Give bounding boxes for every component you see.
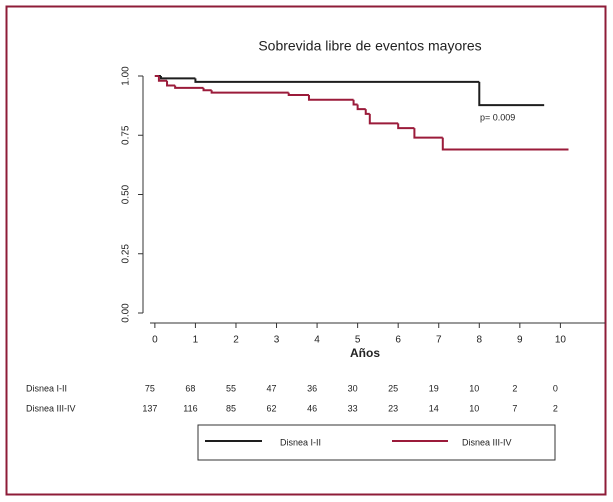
annotation: p= 0.009 [480,112,515,122]
chart-title: Sobrevida libre de eventos mayores [258,38,481,54]
x-tick-label: 1 [193,335,199,346]
risk-count: 14 [429,403,439,413]
risk-count: 2 [512,383,517,393]
survival-step [441,137,569,151]
risk-count: 85 [226,403,236,413]
survival-step [397,123,415,130]
risk-count: 47 [267,383,277,393]
risk-count: 36 [307,383,317,393]
y-tick-label: 0.25 [121,244,132,264]
x-tick-label: 9 [517,335,523,346]
survival-step [166,80,176,87]
survival-step [478,81,545,107]
survival-step [159,76,196,80]
survival-step [210,90,289,94]
risk-count: 2 [553,403,558,413]
survival-step [413,128,443,139]
x-tick-label: 10 [555,335,567,346]
x-tick-label: 2 [233,335,239,346]
risk-count: 30 [348,383,358,393]
risk-count: 19 [429,383,439,393]
x-axis-label: Años [350,346,380,360]
y-tick-label: 0.00 [121,303,132,323]
risk-count: 7 [512,403,517,413]
survival-step [307,94,354,101]
risk-count: 116 [183,403,197,413]
risk-count: 10 [469,403,479,413]
survival-step [202,87,212,92]
frame [5,5,607,496]
risk-row-label: Disnea I-II [26,383,67,393]
risk-count: 75 [145,383,155,393]
x-tick-label: 6 [395,335,401,346]
survival-step [364,109,370,115]
risk-count: 46 [307,403,317,413]
y-tick-label: 1.00 [121,66,132,86]
survival-step [368,113,399,125]
survival-step [174,85,204,89]
survival-step [356,104,366,111]
risk-count: 137 [142,403,157,413]
risk-count: 62 [267,403,277,413]
x-tick-label: 7 [436,335,442,346]
x-tick-label: 4 [314,335,320,346]
risk-count: 25 [388,383,398,393]
survival-step [352,99,358,106]
legend-label: Disnea I-II [280,437,321,447]
y-tick-label: 0.50 [121,184,132,204]
risk-row-label: Disnea III-IV [26,403,76,413]
risk-count: 0 [553,383,558,393]
x-tick-label: 8 [477,335,483,346]
risk-count: 33 [348,403,358,413]
x-tick-label: 3 [274,335,280,346]
y-tick-label: 0.75 [121,125,132,145]
survival-step [194,78,480,83]
risk-count: 10 [469,383,479,393]
legend-box [197,424,556,461]
survival-step [287,92,309,96]
risk-count: 55 [226,383,236,393]
survival-step [157,76,168,82]
legend-label: Disnea III-IV [462,437,512,447]
risk-count: 23 [388,403,398,413]
x-tick-label: 5 [355,335,361,346]
risk-count: 68 [185,383,195,393]
x-tick-label: 0 [152,335,158,346]
